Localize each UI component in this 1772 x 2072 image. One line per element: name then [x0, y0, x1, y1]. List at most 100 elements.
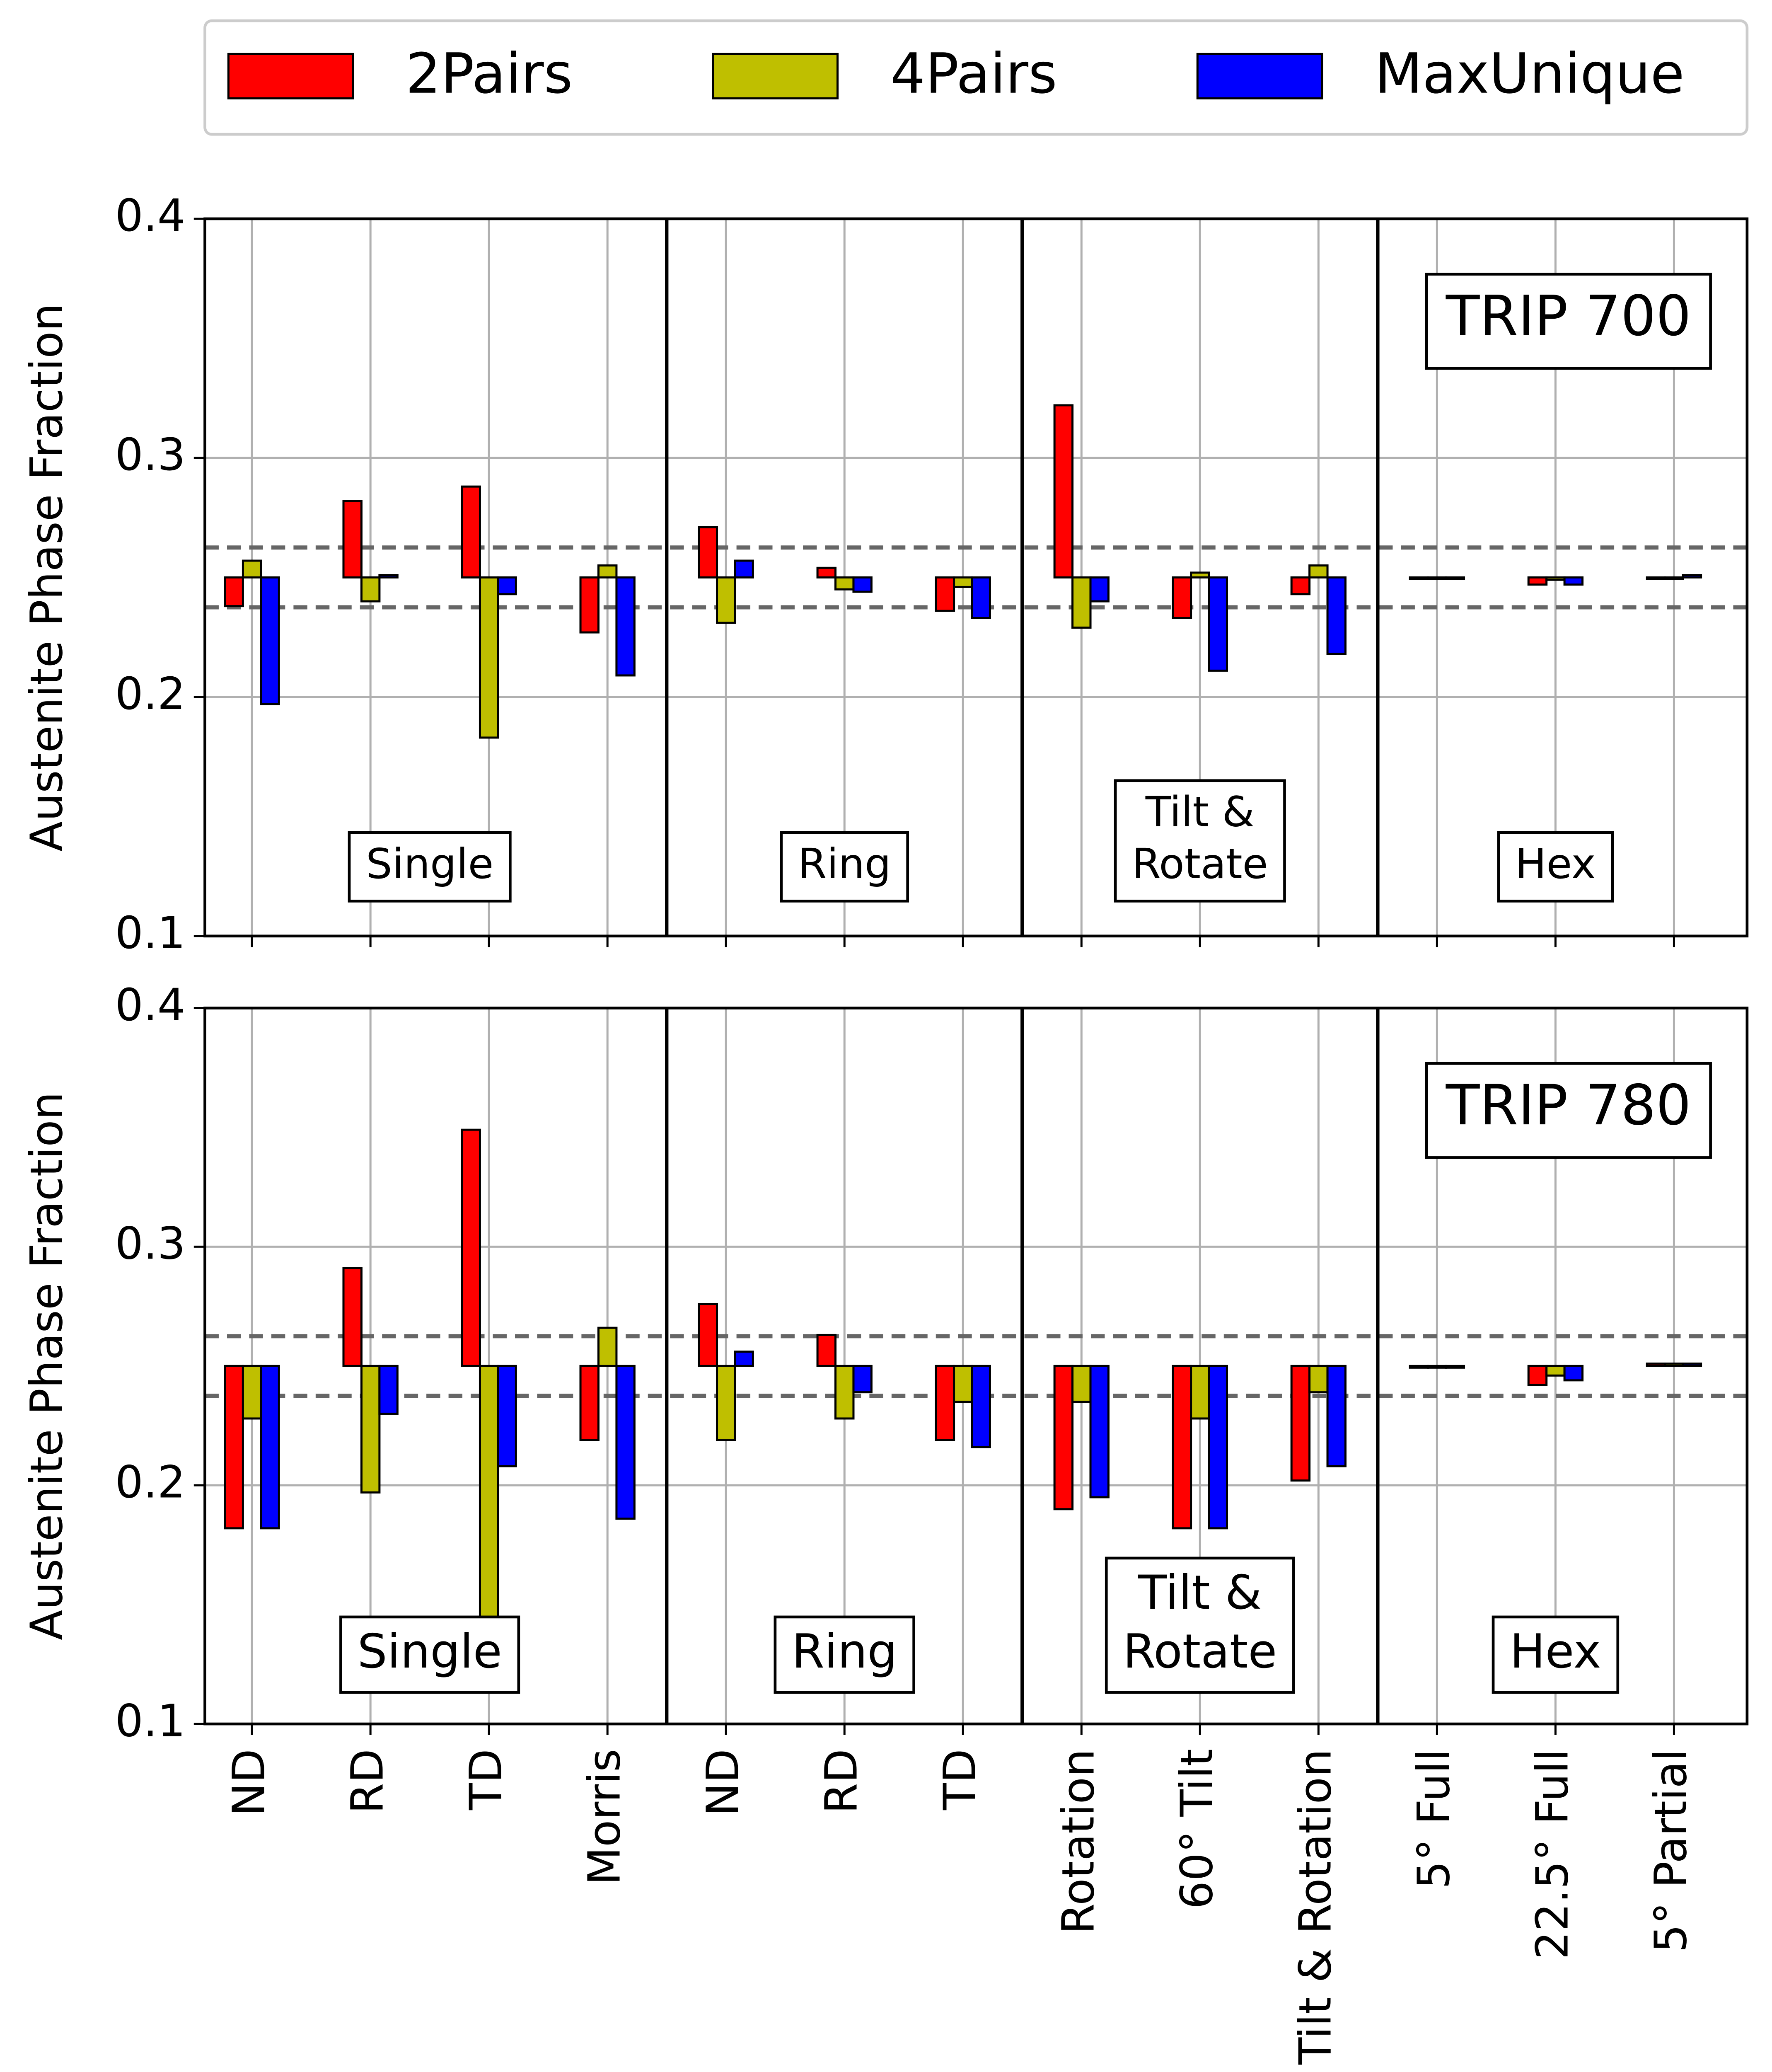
group-label: Ring [792, 1624, 897, 1679]
bar [716, 1365, 736, 1441]
group-label-box [1105, 1556, 1295, 1694]
group-label-box [774, 1615, 915, 1694]
group-label: Tilt & [1138, 1565, 1262, 1620]
bar [1089, 576, 1110, 603]
bar [971, 1365, 991, 1448]
bar [378, 574, 399, 579]
group-label: Single [366, 840, 493, 888]
bar [816, 566, 837, 579]
bar [1089, 1365, 1110, 1498]
bar [342, 500, 363, 579]
annotation: TRIP 700 [1446, 283, 1691, 348]
bar [1208, 576, 1228, 672]
legend-label: 4Pairs [890, 41, 1057, 106]
bar [953, 1365, 973, 1403]
bar [935, 576, 955, 612]
bar [1071, 576, 1092, 629]
bar [461, 485, 481, 579]
group-label: Hex [1510, 1624, 1601, 1679]
bar [1190, 1365, 1210, 1420]
bar [1682, 1363, 1702, 1367]
bar [224, 576, 244, 608]
bar [597, 1326, 618, 1367]
bar [935, 1365, 955, 1441]
annotation: TRIP 780 [1446, 1073, 1691, 1138]
x-tick-label: ND [223, 1749, 275, 1816]
group-label: Rotate [1132, 840, 1268, 888]
x-tick-label: 5° Full [1409, 1749, 1460, 1889]
bar [1172, 576, 1192, 619]
bar [1682, 574, 1702, 579]
bar [1563, 1365, 1584, 1382]
bar [971, 576, 991, 619]
legend-frame [203, 19, 1749, 136]
bar [1326, 576, 1347, 655]
y-tick-label: 0.4 [115, 190, 186, 242]
bar [734, 559, 754, 579]
x-tick-label: 60° Tilt [1172, 1749, 1223, 1909]
bar [1427, 576, 1447, 580]
bar [953, 576, 973, 588]
annotation-box [1425, 1062, 1712, 1159]
bar [1208, 1365, 1228, 1530]
y-tick-label: 0.3 [115, 429, 186, 481]
bar [479, 576, 499, 739]
bar [260, 576, 280, 705]
y-tick-label: 0.3 [115, 1218, 186, 1270]
bar [1527, 1365, 1548, 1386]
bar [1664, 576, 1684, 580]
bar [579, 576, 600, 634]
bar [1290, 1365, 1311, 1482]
x-tick-label: 5° Partial [1646, 1749, 1697, 1952]
legend-swatch [1196, 53, 1323, 99]
group-label-box [780, 831, 909, 903]
group-label-box [1492, 1615, 1620, 1694]
x-tick-label: 22.5° Full [1527, 1749, 1579, 1959]
bar [1053, 1365, 1074, 1510]
axes-frame [203, 1007, 1749, 1726]
y-axis-label: Austenite Phase Fraction [22, 303, 73, 852]
group-label-box [1497, 831, 1614, 903]
bar [1527, 576, 1548, 586]
bar [1545, 1365, 1566, 1377]
bar [615, 576, 636, 677]
bar [615, 1365, 636, 1520]
bar [1409, 576, 1429, 580]
group-label: Ring [798, 840, 891, 888]
x-tick-label: Rotation [1053, 1749, 1105, 1934]
axes-frame [203, 217, 1749, 938]
bar [342, 1267, 363, 1367]
group-label: Tilt & [1145, 788, 1255, 836]
x-tick-label: ND [698, 1749, 749, 1816]
bar [461, 1128, 481, 1367]
bar [1646, 576, 1666, 580]
x-tick-label: Morris [579, 1749, 631, 1885]
bar [852, 576, 873, 593]
bar [852, 1365, 873, 1394]
bar [1071, 1365, 1092, 1403]
y-axis-label: Austenite Phase Fraction [22, 1092, 73, 1640]
bar [716, 576, 736, 624]
bar [224, 1365, 244, 1530]
bar [242, 1365, 262, 1420]
bar [1308, 564, 1329, 579]
group-label: Hex [1515, 840, 1596, 888]
bar [597, 564, 618, 579]
bar [378, 1365, 399, 1415]
bar [1445, 1365, 1465, 1369]
y-tick-label: 0.1 [115, 908, 186, 959]
legend-label: MaxUnique [1375, 41, 1685, 106]
legend-swatch [712, 53, 839, 99]
bar [497, 1365, 517, 1467]
x-tick-label: RD [342, 1749, 393, 1814]
bar [360, 576, 381, 603]
bar [698, 526, 718, 579]
bar [242, 559, 262, 579]
x-tick-label: Tilt & Rotation [1290, 1749, 1342, 2065]
x-tick-label: TD [460, 1749, 512, 1811]
bar [579, 1365, 600, 1441]
group-label-box [348, 831, 512, 903]
y-tick-label: 0.1 [115, 1695, 186, 1747]
